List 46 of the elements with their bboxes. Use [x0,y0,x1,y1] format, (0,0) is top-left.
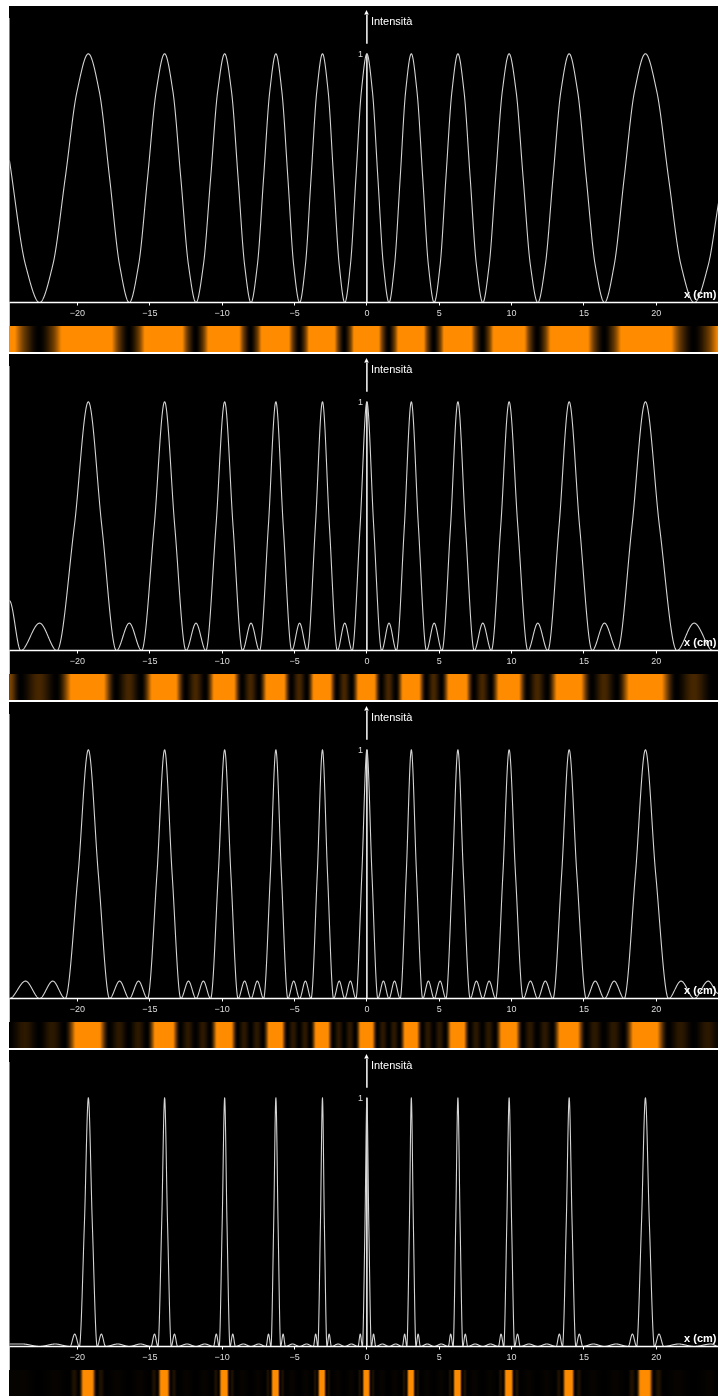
x-tick-label: 20 [651,1351,662,1362]
x-tick-label: 15 [578,307,589,318]
x-tick-label: 10 [506,1003,517,1014]
y-axis-title: Intensità [370,710,414,723]
x-tick-label: −15 [142,307,158,318]
x-tick-label: 10 [506,655,517,666]
x-tick-label: 0 [364,655,370,666]
x-tick-label: −5 [289,1351,300,1362]
annotation: 1 [357,1092,363,1103]
x-tick-label: 20 [651,307,662,318]
x-tick-label: 5 [436,307,442,318]
y-axis-title: Intensità [370,1058,414,1071]
x-tick-label: −5 [289,655,300,666]
x-tick-label: 15 [578,1003,589,1014]
x-tick-label: −10 [214,307,230,318]
x-tick-label: 15 [578,655,589,666]
annotation: 1 [357,396,363,407]
x-tick-label: −5 [289,1003,300,1014]
x-tick-label: −20 [69,1003,86,1014]
y-axis-title: Intensità [370,362,414,375]
x-tick-label: 5 [436,655,442,666]
annotation: 1 [357,48,363,59]
x-tick-label: 0 [364,307,370,318]
x-tick-label: −15 [142,1003,158,1014]
x-tick-label: −15 [142,655,158,666]
x-tick-label: −5 [289,307,300,318]
x-axis-title: x (cm) [684,287,717,300]
x-tick-label: −15 [142,1351,158,1362]
x-tick-label: −20 [69,655,86,666]
annotation: 1 [357,744,363,755]
x-tick-label: 5 [436,1351,442,1362]
x-tick-label: 5 [436,1003,442,1014]
x-tick-label: 10 [506,307,517,318]
x-axis-title: x (cm) [684,1331,717,1344]
x-tick-label: −20 [69,1351,86,1362]
x-tick-label: 0 [364,1003,370,1014]
x-tick-label: 15 [578,1351,589,1362]
x-tick-label: 20 [651,1003,662,1014]
x-tick-label: −10 [214,1003,230,1014]
x-tick-label: −10 [214,1351,230,1362]
x-tick-label: 20 [651,655,662,666]
y-axis-title: Intensità [370,14,414,27]
x-tick-label: −10 [214,655,230,666]
x-tick-label: 10 [506,1351,517,1362]
x-tick-label: 0 [364,1351,370,1362]
x-tick-label: −20 [69,307,86,318]
